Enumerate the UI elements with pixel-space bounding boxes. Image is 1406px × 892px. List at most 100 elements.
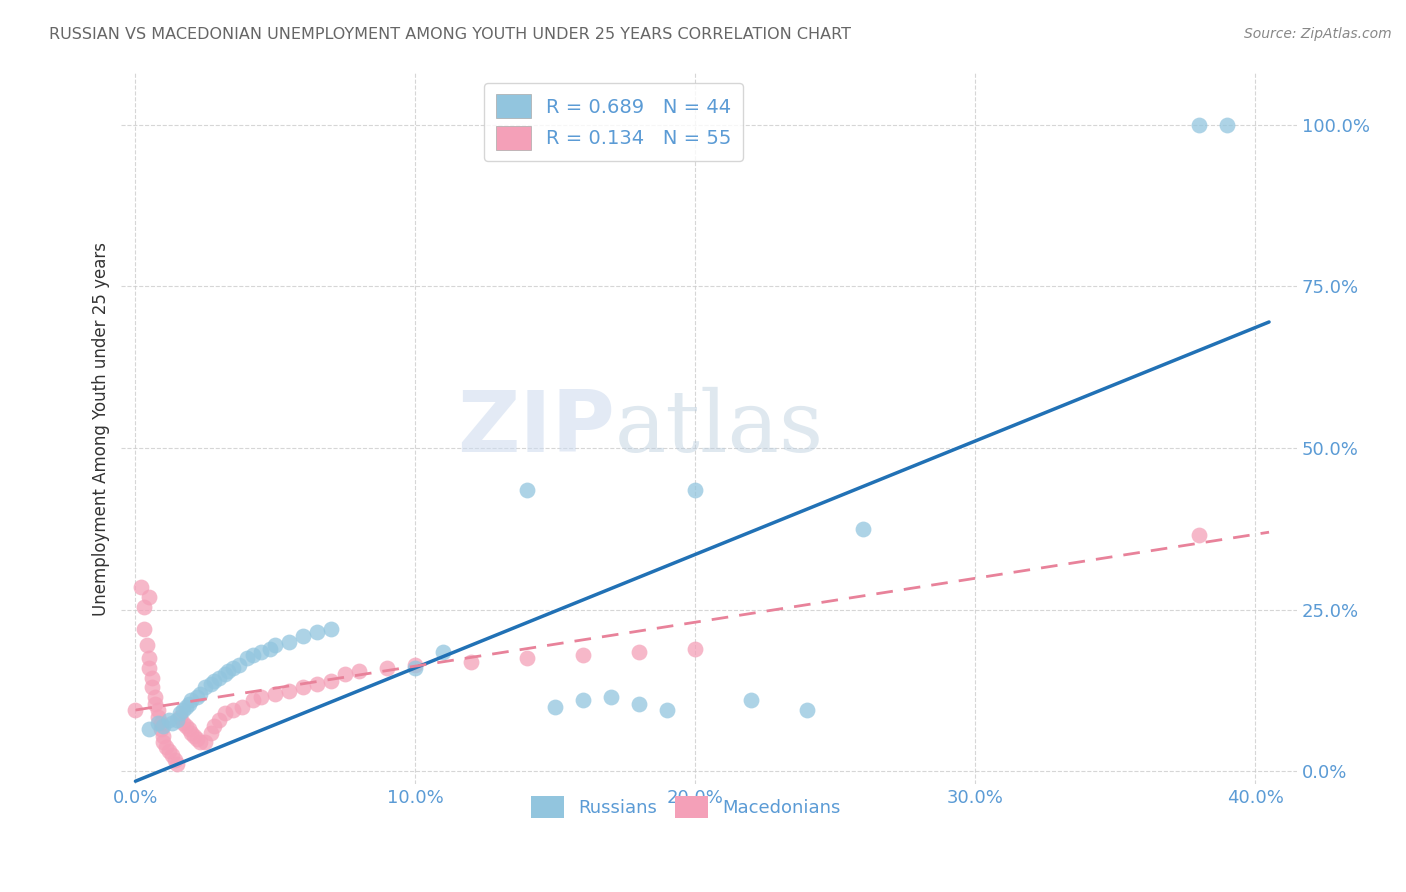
- Point: [307, 625, 329, 640]
- Point: [194, 681, 217, 695]
- Point: [152, 719, 174, 733]
- Legend: Russians, Macedonians: Russians, Macedonians: [524, 789, 848, 825]
- Point: [349, 665, 371, 679]
- Point: [169, 706, 191, 721]
- Point: [174, 699, 197, 714]
- Point: [321, 622, 343, 636]
- Point: [202, 673, 225, 688]
- Point: [149, 716, 172, 731]
- Point: [166, 713, 188, 727]
- Point: [194, 735, 217, 749]
- Point: [852, 522, 875, 536]
- Point: [135, 639, 157, 653]
- Y-axis label: Unemployment Among Youth under 25 years: Unemployment Among Youth under 25 years: [93, 242, 110, 615]
- Point: [683, 641, 706, 656]
- Point: [172, 703, 194, 717]
- Point: [188, 735, 211, 749]
- Point: [208, 713, 231, 727]
- Point: [628, 697, 651, 711]
- Point: [259, 641, 281, 656]
- Point: [264, 639, 287, 653]
- Point: [186, 690, 208, 705]
- Point: [163, 753, 186, 767]
- Point: [250, 645, 273, 659]
- Point: [160, 748, 183, 763]
- Point: [214, 706, 236, 721]
- Point: [152, 735, 174, 749]
- Point: [214, 667, 236, 681]
- Point: [200, 725, 222, 739]
- Point: [138, 651, 160, 665]
- Point: [231, 699, 253, 714]
- Point: [1216, 118, 1239, 132]
- Point: [166, 756, 188, 771]
- Point: [228, 657, 250, 672]
- Point: [146, 716, 169, 731]
- Point: [169, 709, 191, 723]
- Point: [375, 661, 398, 675]
- Point: [152, 729, 174, 743]
- Point: [143, 690, 166, 705]
- Point: [222, 661, 245, 675]
- Point: [160, 716, 183, 731]
- Point: [174, 719, 197, 733]
- Point: [250, 690, 273, 705]
- Point: [141, 671, 163, 685]
- Text: Source: ZipAtlas.com: Source: ZipAtlas.com: [1244, 27, 1392, 41]
- Point: [335, 667, 357, 681]
- Point: [222, 703, 245, 717]
- Point: [236, 651, 259, 665]
- Point: [132, 599, 155, 614]
- Point: [146, 709, 169, 723]
- Text: atlas: atlas: [616, 387, 824, 470]
- Point: [242, 648, 264, 662]
- Point: [217, 665, 239, 679]
- Point: [129, 580, 152, 594]
- Point: [321, 673, 343, 688]
- Text: ZIP: ZIP: [457, 387, 616, 470]
- Point: [796, 703, 818, 717]
- Point: [208, 671, 231, 685]
- Point: [264, 687, 287, 701]
- Point: [278, 683, 301, 698]
- Point: [124, 703, 146, 717]
- Point: [572, 648, 595, 662]
- Point: [1188, 118, 1211, 132]
- Point: [404, 657, 426, 672]
- Point: [138, 661, 160, 675]
- Point: [202, 719, 225, 733]
- Point: [180, 693, 202, 707]
- Point: [292, 681, 315, 695]
- Point: [177, 697, 200, 711]
- Point: [516, 651, 538, 665]
- Text: RUSSIAN VS MACEDONIAN UNEMPLOYMENT AMONG YOUTH UNDER 25 YEARS CORRELATION CHART: RUSSIAN VS MACEDONIAN UNEMPLOYMENT AMONG…: [49, 27, 851, 42]
- Point: [183, 729, 205, 743]
- Point: [628, 645, 651, 659]
- Point: [242, 693, 264, 707]
- Point: [149, 723, 172, 737]
- Point: [544, 699, 567, 714]
- Point: [155, 739, 177, 754]
- Point: [143, 697, 166, 711]
- Point: [278, 635, 301, 649]
- Point: [200, 677, 222, 691]
- Point: [180, 725, 202, 739]
- Point: [460, 655, 482, 669]
- Point: [172, 716, 194, 731]
- Point: [188, 687, 211, 701]
- Point: [432, 645, 454, 659]
- Point: [683, 483, 706, 497]
- Point: [146, 703, 169, 717]
- Point: [657, 703, 679, 717]
- Point: [186, 732, 208, 747]
- Point: [1188, 528, 1211, 542]
- Point: [157, 744, 180, 758]
- Point: [157, 713, 180, 727]
- Point: [516, 483, 538, 497]
- Point: [572, 693, 595, 707]
- Point: [141, 681, 163, 695]
- Point: [404, 661, 426, 675]
- Point: [740, 693, 762, 707]
- Point: [177, 723, 200, 737]
- Point: [292, 629, 315, 643]
